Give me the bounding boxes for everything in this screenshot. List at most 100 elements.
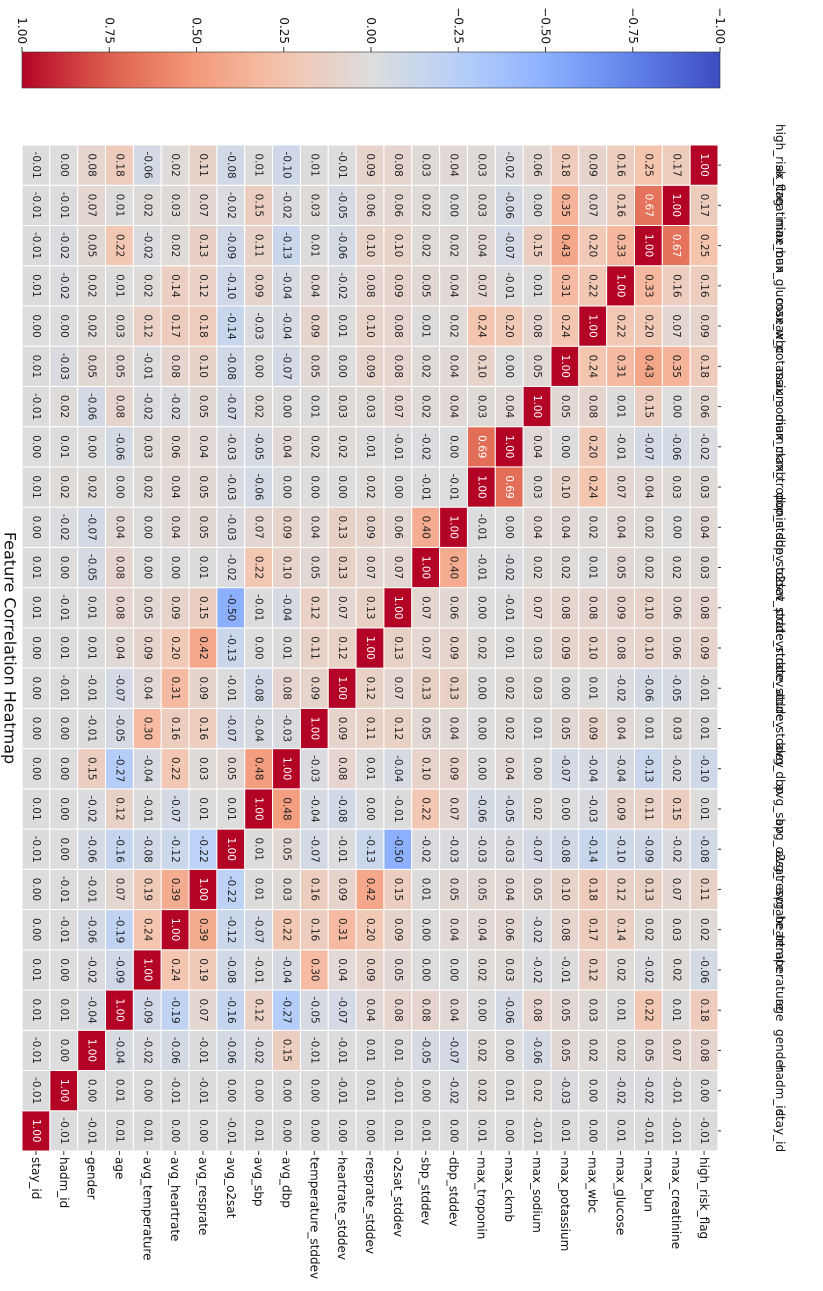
cell-value-label: 0.05 — [559, 395, 571, 418]
cell-value-label: 0.16 — [615, 194, 627, 218]
cell-value-label: 0.03 — [475, 153, 487, 176]
cell-value-label: 0.08 — [113, 556, 125, 579]
heatmap-cell — [132, 707, 162, 750]
cell-value-label: 0.09 — [336, 717, 348, 740]
cell-value-label: 0.03 — [475, 395, 487, 418]
heatmap-cell — [439, 144, 468, 186]
cell-value-label: 0.05 — [420, 717, 432, 740]
cell-value-label: -0.06 — [225, 1037, 237, 1064]
cell-value-label: 0.14 — [615, 918, 627, 942]
cell-value-label: 0.02 — [670, 958, 682, 981]
heatmap-cell — [355, 949, 385, 991]
heatmap-cell — [522, 1070, 552, 1112]
heatmap-cell — [383, 385, 413, 428]
heatmap-cell — [188, 385, 218, 428]
cell-value-label: -0.04 — [615, 755, 627, 782]
heatmap-cell — [327, 144, 357, 186]
heatmap-cell — [606, 1029, 635, 1072]
cell-value-label: 0.00 — [336, 1119, 348, 1142]
heatmap-cell — [661, 989, 691, 1031]
heatmap-cell — [439, 868, 468, 911]
heatmap-cell — [21, 909, 51, 951]
cell-value-label: 1.00 — [225, 838, 237, 861]
cell-value-label: 0.02 — [698, 918, 710, 941]
cell-value-label: 0.08 — [392, 998, 404, 1021]
heatmap-cell — [327, 506, 357, 548]
cell-value-label: -0.03 — [559, 1077, 571, 1104]
cell-value-label: 0.09 — [280, 516, 292, 539]
cell-value-label: -0.04 — [113, 1037, 125, 1064]
cell-value-label: -0.02 — [58, 272, 70, 299]
heatmap-cell — [244, 184, 274, 226]
heatmap-cell — [439, 627, 468, 669]
cell-value-label: 0.05 — [280, 838, 292, 861]
cell-value-label: -0.01 — [86, 1117, 98, 1144]
heatmap-cell — [216, 828, 246, 870]
cell-value-label: 0.24 — [475, 314, 487, 338]
cell-value-label: 0.69 — [503, 475, 515, 498]
heatmap-cell — [272, 748, 301, 790]
cell-value-label: -0.13 — [280, 232, 292, 259]
heatmap-cell — [661, 426, 691, 468]
cell-value-label: 0.00 — [280, 1119, 292, 1142]
cell-value-label: -0.10 — [280, 152, 292, 179]
heatmap-cell — [216, 989, 246, 1031]
heatmap-cell — [188, 707, 218, 750]
cell-value-label: 0.02 — [448, 234, 460, 257]
heatmap-cell — [411, 868, 441, 911]
heatmap-cell — [49, 587, 79, 629]
cell-value-label: -0.01 — [670, 1117, 682, 1144]
heatmap-cell — [244, 788, 274, 830]
row-tick-label: avg_temperature — [140, 1157, 154, 1261]
cell-value-label: 0.00 — [280, 1079, 292, 1102]
heatmap-cell — [272, 426, 301, 468]
cell-value-label: -0.08 — [698, 836, 710, 863]
heatmap-cell — [272, 144, 301, 186]
cell-value-label: 0.10 — [559, 878, 571, 901]
cell-value-label: 0.13 — [336, 516, 348, 539]
cell-value-label: 0.01 — [503, 636, 515, 659]
cell-value-label: 0.02 — [420, 234, 432, 257]
cell-value-label: 0.04 — [448, 918, 460, 942]
cell-value-label: 0.02 — [475, 1079, 487, 1102]
heatmap-cell — [494, 506, 524, 548]
heatmap-cell — [494, 1029, 524, 1072]
heatmap-cell — [522, 868, 552, 911]
cell-value-label: 0.11 — [698, 878, 710, 901]
cell-value-label: -0.03 — [225, 473, 237, 500]
heatmap-cell — [522, 989, 552, 1031]
cell-value-label: 0.09 — [587, 153, 599, 176]
heatmap-cell — [689, 949, 719, 991]
heatmap-cell — [105, 949, 134, 991]
cell-value-label: 0.00 — [58, 1039, 70, 1062]
cell-value-label: 0.22 — [587, 274, 599, 297]
cell-value-label: 0.04 — [531, 435, 543, 459]
cell-value-label: -0.03 — [280, 715, 292, 742]
cell-value-label: 0.09 — [364, 958, 376, 981]
column-tick-label: age — [773, 999, 787, 1021]
cell-value-label: 1.00 — [615, 274, 627, 297]
cell-value-label: 0.01 — [364, 757, 376, 780]
heatmap-cell — [383, 587, 413, 629]
cell-value-label: 1.00 — [642, 234, 654, 257]
heatmap-cell — [633, 345, 663, 387]
column-tick-label: max_bun — [773, 218, 787, 273]
heatmap-cell — [188, 305, 218, 347]
cell-value-label: 0.09 — [364, 355, 376, 378]
cell-value-label: -0.01 — [531, 1117, 543, 1144]
heatmap-cell — [411, 426, 441, 468]
cell-value-label: 0.12 — [392, 717, 404, 740]
cell-value-label: 0.02 — [253, 395, 265, 418]
cell-value-label: -0.07 — [308, 836, 320, 863]
cell-value-label: -0.05 — [336, 192, 348, 219]
heatmap-cell — [216, 345, 246, 387]
heatmap-cell — [383, 949, 413, 991]
heatmap-cell — [21, 144, 51, 186]
row-tick-label: dbp_stddev — [447, 1157, 461, 1227]
cell-value-label: 0.04 — [642, 475, 654, 499]
cell-value-label: 0.08 — [531, 314, 543, 337]
cell-value-label: 0.16 — [308, 918, 320, 942]
row-tick-label: avg_dbp — [279, 1157, 293, 1208]
heatmap-cell — [466, 184, 496, 226]
cell-value-label: 0.05 — [308, 355, 320, 378]
